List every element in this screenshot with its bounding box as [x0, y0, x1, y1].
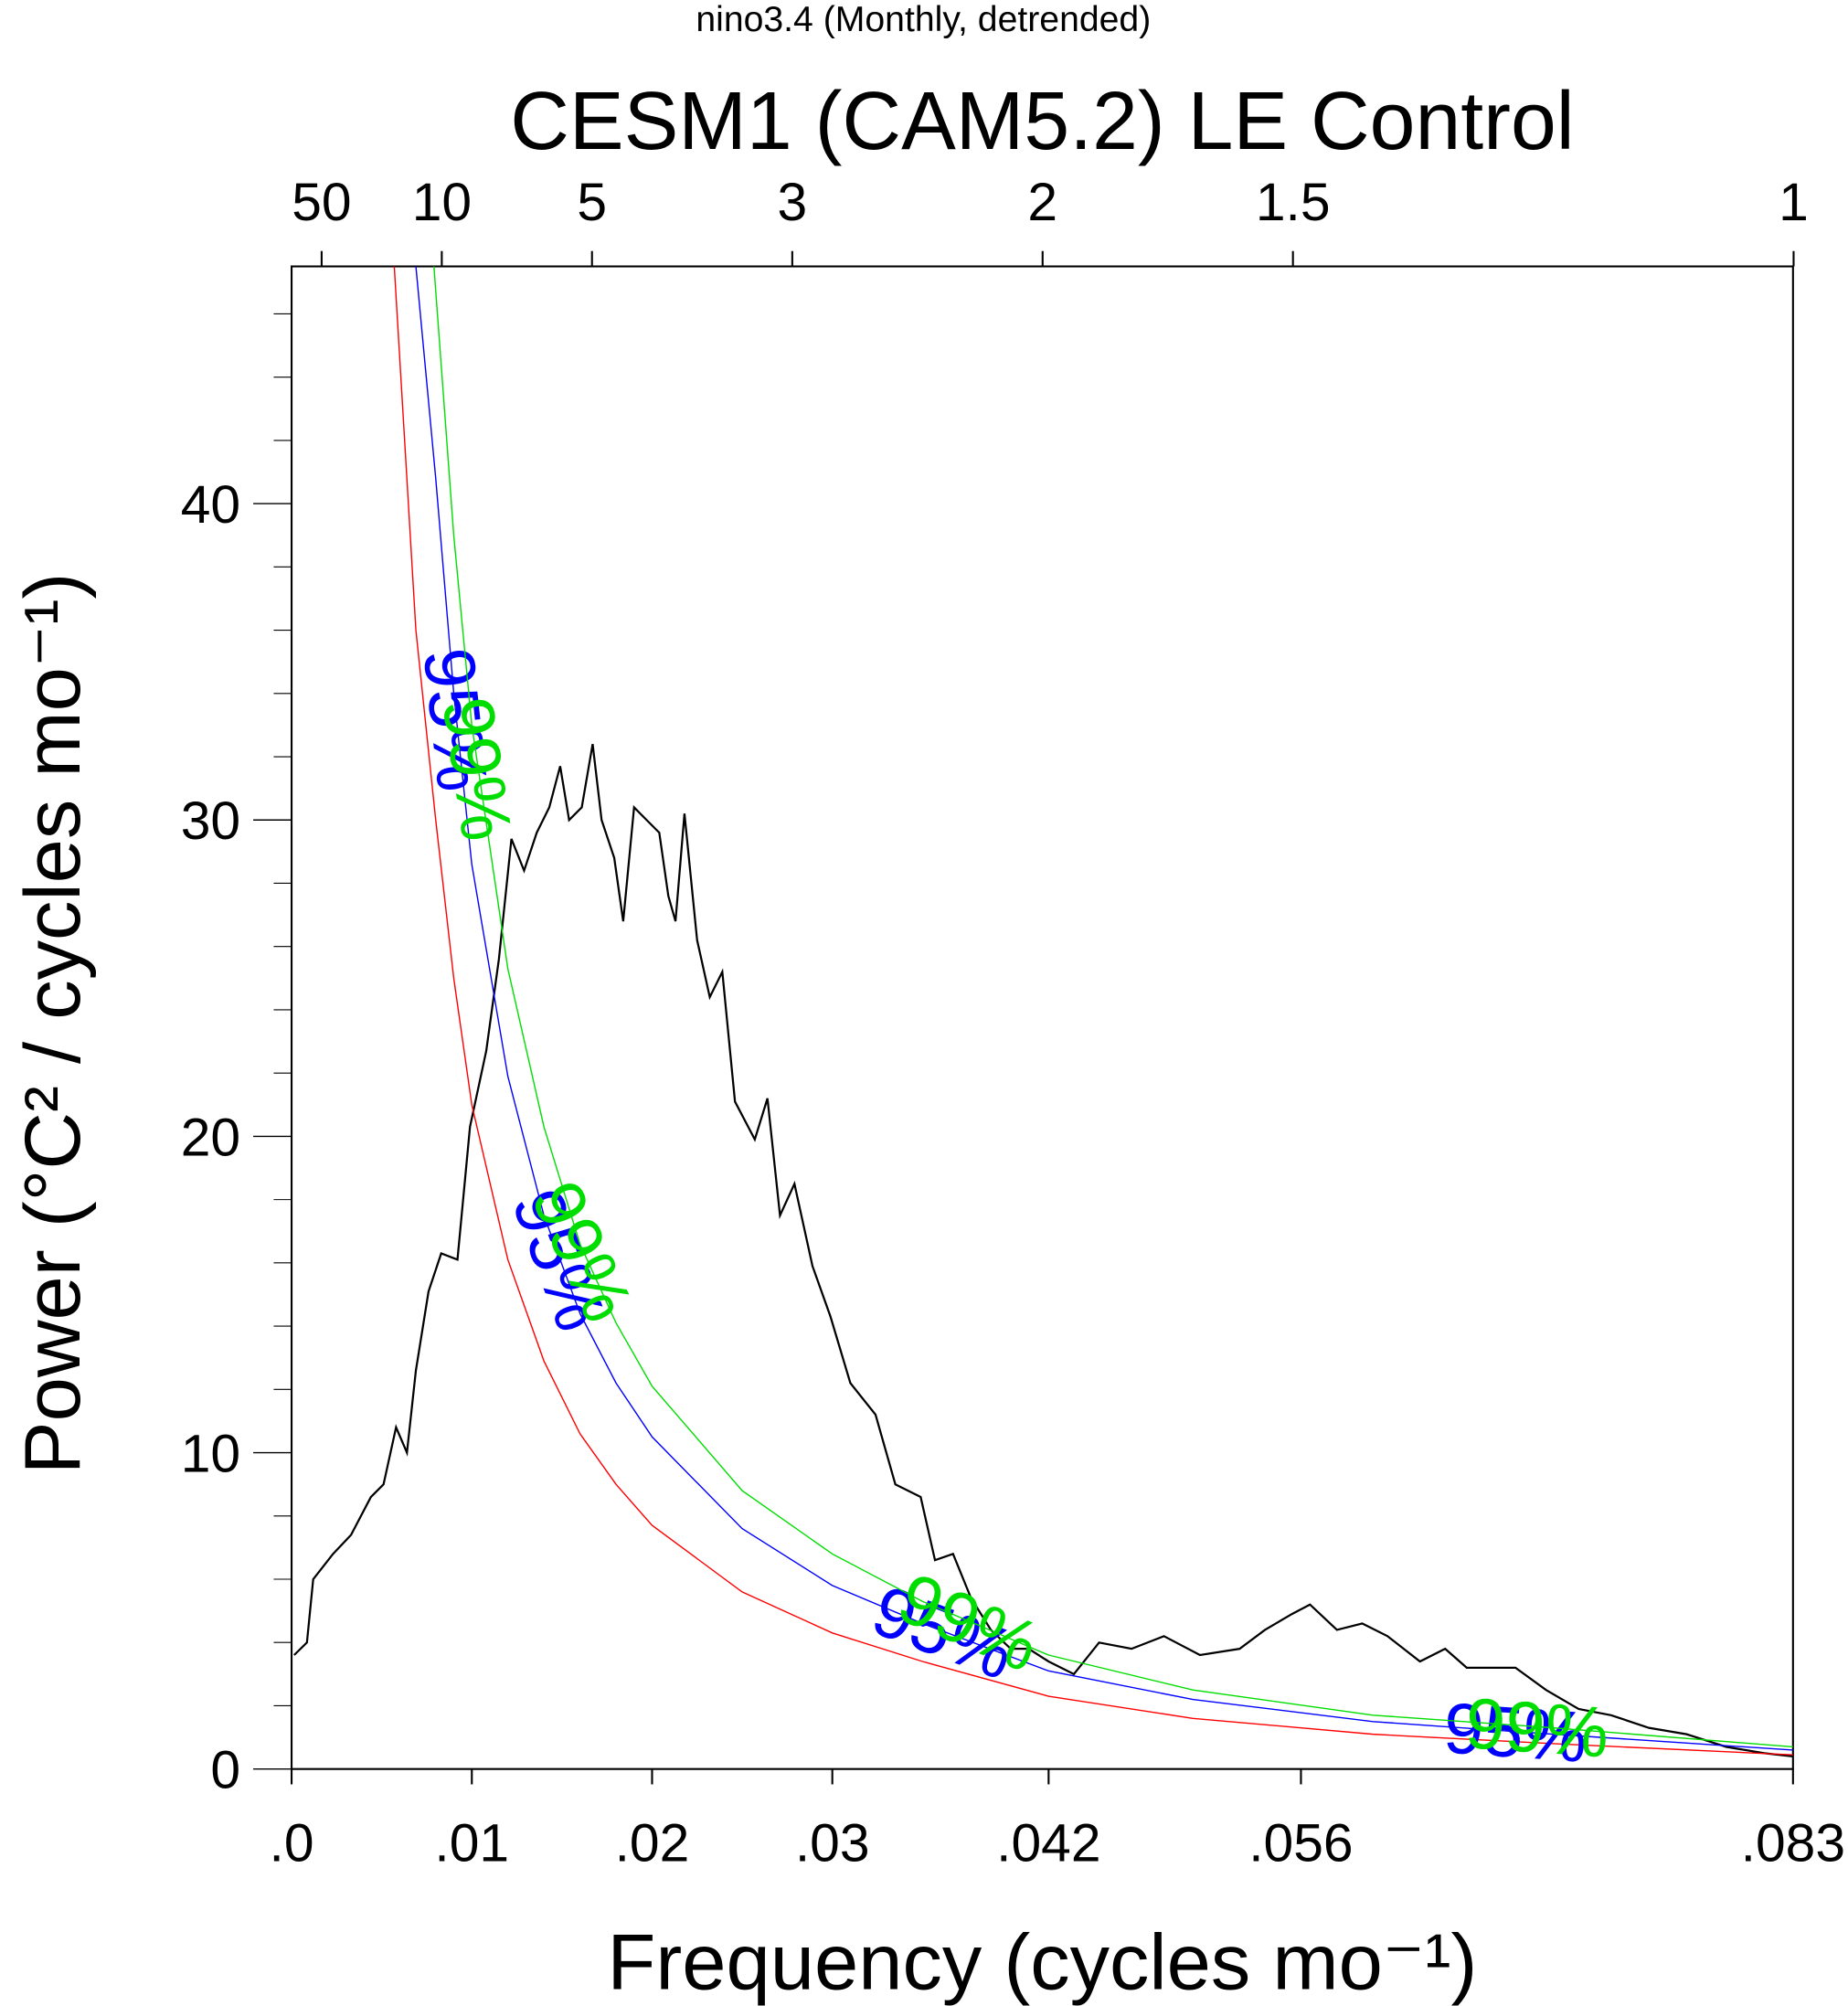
- x2-tick-label: 2: [1027, 173, 1057, 232]
- x-tick-label: .042: [996, 1813, 1100, 1873]
- curve-label: 99%: [1463, 1682, 1612, 1773]
- series-line: [415, 266, 1793, 1751]
- series-line: [293, 743, 1793, 1757]
- y-tick-label: 30: [181, 791, 240, 851]
- y-tick-label: 10: [181, 1425, 240, 1484]
- x2-tick-label: 3: [778, 173, 808, 232]
- x2-tick-label: 5: [577, 173, 607, 232]
- x-tick-label: .02: [615, 1813, 690, 1873]
- x2-tick-label: 1.5: [1256, 173, 1331, 232]
- x2-tick-label: 10: [412, 173, 472, 232]
- x2-tick-label: 50: [292, 173, 351, 232]
- x-axis-label: Frequency (cycles mo⁻¹): [607, 1917, 1477, 2006]
- x-tick-label: .01: [434, 1813, 509, 1873]
- curve-label: 95%: [1441, 1687, 1590, 1778]
- y-tick-label: 40: [181, 475, 240, 535]
- x-tick-label: .0: [270, 1813, 314, 1873]
- chart-subtitle: nino3.4 (Monthly, detrended): [696, 0, 1151, 39]
- curve-label: 95%: [409, 644, 504, 795]
- x-tick-label: .056: [1248, 1813, 1353, 1873]
- x-tick-label: .083: [1741, 1813, 1845, 1873]
- y-axis-label: Power (°C² / cycles mo⁻¹): [8, 573, 97, 1475]
- series-line: [433, 266, 1793, 1748]
- plot-frame: [290, 265, 1794, 1770]
- x-tick-label: .03: [795, 1813, 870, 1873]
- series-line: [393, 266, 1793, 1756]
- curve-label: 99%: [427, 692, 527, 845]
- y-tick-label: 20: [181, 1108, 240, 1167]
- x2-tick-label: 1: [1779, 173, 1809, 232]
- y-tick-label: 0: [210, 1741, 240, 1800]
- chart-title: CESM1 (CAM5.2) LE Control: [510, 75, 1574, 166]
